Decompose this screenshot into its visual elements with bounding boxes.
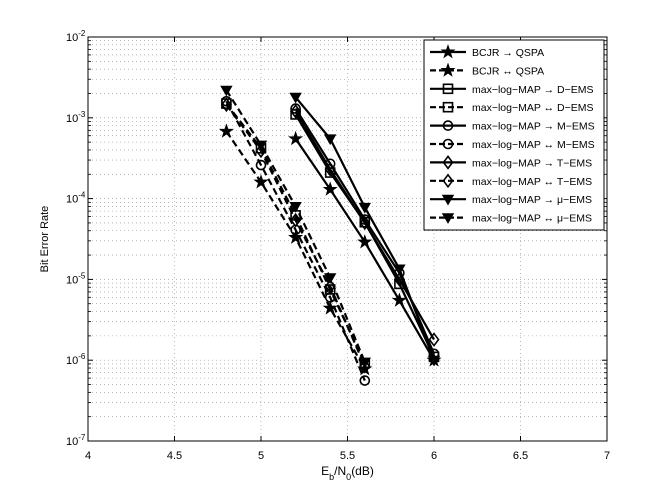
legend-label: max−log−MAP ↔ M−EMS — [472, 139, 595, 151]
data-point-diamond — [359, 358, 371, 374]
legend-label: max−log−MAP → M−EMS — [472, 121, 595, 133]
series-group — [218, 85, 442, 386]
legend-entry: max−log−MAP → μ−EMS — [430, 194, 592, 206]
x-axis-label: Eb/N0(dB) — [321, 464, 374, 482]
data-point-triangle-down — [393, 264, 406, 276]
legend-marker-diamond — [442, 155, 454, 170]
y-tick-label: 10-6 — [66, 352, 86, 367]
legend-entry: BCJR ↔ QSPA — [430, 62, 544, 77]
legend-label: max−log−MAP → T−EMS — [472, 157, 592, 169]
data-point-diamond — [359, 215, 371, 231]
data-point-triangle-down — [324, 273, 337, 284]
y-tick-label: 10-3 — [66, 110, 86, 125]
data-point-star — [322, 300, 338, 315]
legend-entry: max−log−MAP → T−EMS — [430, 155, 592, 170]
legend-label: max−log−MAP → μ−EMS — [472, 194, 592, 206]
x-tick-label: 6.5 — [513, 450, 528, 462]
legend-label: BCJR → QSPA — [472, 47, 544, 59]
axis-ticks: 4 4.5 5 5.5 6 6.5 7 10-7 10-6 10-5 10-4 10-3 10-2 — [66, 29, 610, 462]
y-axis-label: Bit Error Rate — [39, 206, 51, 273]
legend-entry: BCJR → QSPA — [430, 44, 544, 59]
series-10 — [220, 85, 371, 369]
legend-marker-circle — [442, 120, 454, 131]
data-point-star — [357, 234, 373, 249]
y-tick-label: 10-4 — [66, 191, 86, 206]
data-point-triangle-down — [427, 355, 441, 367]
legend-marker-triangle-down — [441, 213, 455, 224]
data-point-diamond — [428, 332, 440, 347]
legend-marker-circle — [442, 138, 454, 150]
data-point-star — [288, 229, 304, 244]
legend-entry: max−log−MAP → M−EMS — [430, 120, 595, 133]
legend-label: max−log−MAP ↔ D−EMS — [472, 102, 593, 114]
x-tick-label: 5.5 — [340, 450, 355, 462]
y-tick-label: 10-5 — [66, 271, 86, 286]
data-point-circle — [255, 159, 267, 171]
data-point-triangle-down — [254, 140, 268, 152]
legend-label: max−log−MAP ↔ μ−EMS — [472, 213, 592, 225]
legend-marker-square — [442, 101, 454, 113]
data-point-triangle-down — [289, 202, 302, 213]
data-point-diamond — [290, 104, 302, 119]
legend-label: max−log−MAP → D−EMS — [472, 84, 593, 96]
data-point-star — [218, 123, 234, 138]
legend: BCJR → QSPA BCJR ↔ QSPA max−log−MAP → D−EM… — [423, 39, 605, 231]
data-point-triangle-down — [220, 85, 233, 97]
data-point-triangle-down — [289, 92, 302, 104]
legend-label: BCJR ↔ QSPA — [472, 65, 544, 77]
data-point-circle — [359, 375, 371, 386]
legend-marker-diamond — [442, 173, 454, 189]
legend-marker-triangle-down — [441, 194, 455, 206]
y-tick-label: 10-2 — [66, 29, 86, 44]
legend-entry: max−log−MAP ↔ T−EMS — [430, 173, 592, 189]
legend-entry: max−log−MAP ↔ D−EMS — [430, 101, 593, 114]
legend-entry: max−log−MAP → D−EMS — [430, 83, 593, 96]
x-tick-label: 7 — [604, 450, 610, 462]
legend-entry: max−log−MAP ↔ μ−EMS — [430, 213, 592, 225]
x-tick-label: 6 — [431, 450, 437, 462]
x-tick-label: 5 — [258, 450, 264, 462]
legend-marker-star — [440, 44, 456, 59]
data-point-diamond — [220, 97, 232, 113]
legend-marker-square — [442, 83, 454, 95]
data-point-star — [322, 181, 338, 196]
data-point-triangle-down — [358, 357, 371, 369]
data-point-triangle-down — [358, 202, 371, 214]
x-tick-label: 4 — [85, 450, 91, 462]
series-9 — [289, 92, 441, 367]
series-line — [225, 104, 366, 367]
legend-marker-star — [440, 62, 456, 77]
data-point-diamond — [324, 162, 336, 177]
data-point-diamond — [290, 212, 302, 228]
legend-label: max−log−MAP ↔ T−EMS — [472, 176, 592, 188]
data-point-star — [253, 174, 269, 189]
y-tick-label: 10-7 — [66, 433, 86, 448]
series-line — [225, 100, 366, 381]
legend-entry: max−log−MAP ↔ M−EMS — [430, 138, 595, 151]
data-point-star — [391, 292, 407, 307]
data-point-triangle-down — [324, 134, 337, 146]
data-point-star — [288, 130, 304, 146]
x-tick-label: 4.5 — [167, 450, 182, 462]
